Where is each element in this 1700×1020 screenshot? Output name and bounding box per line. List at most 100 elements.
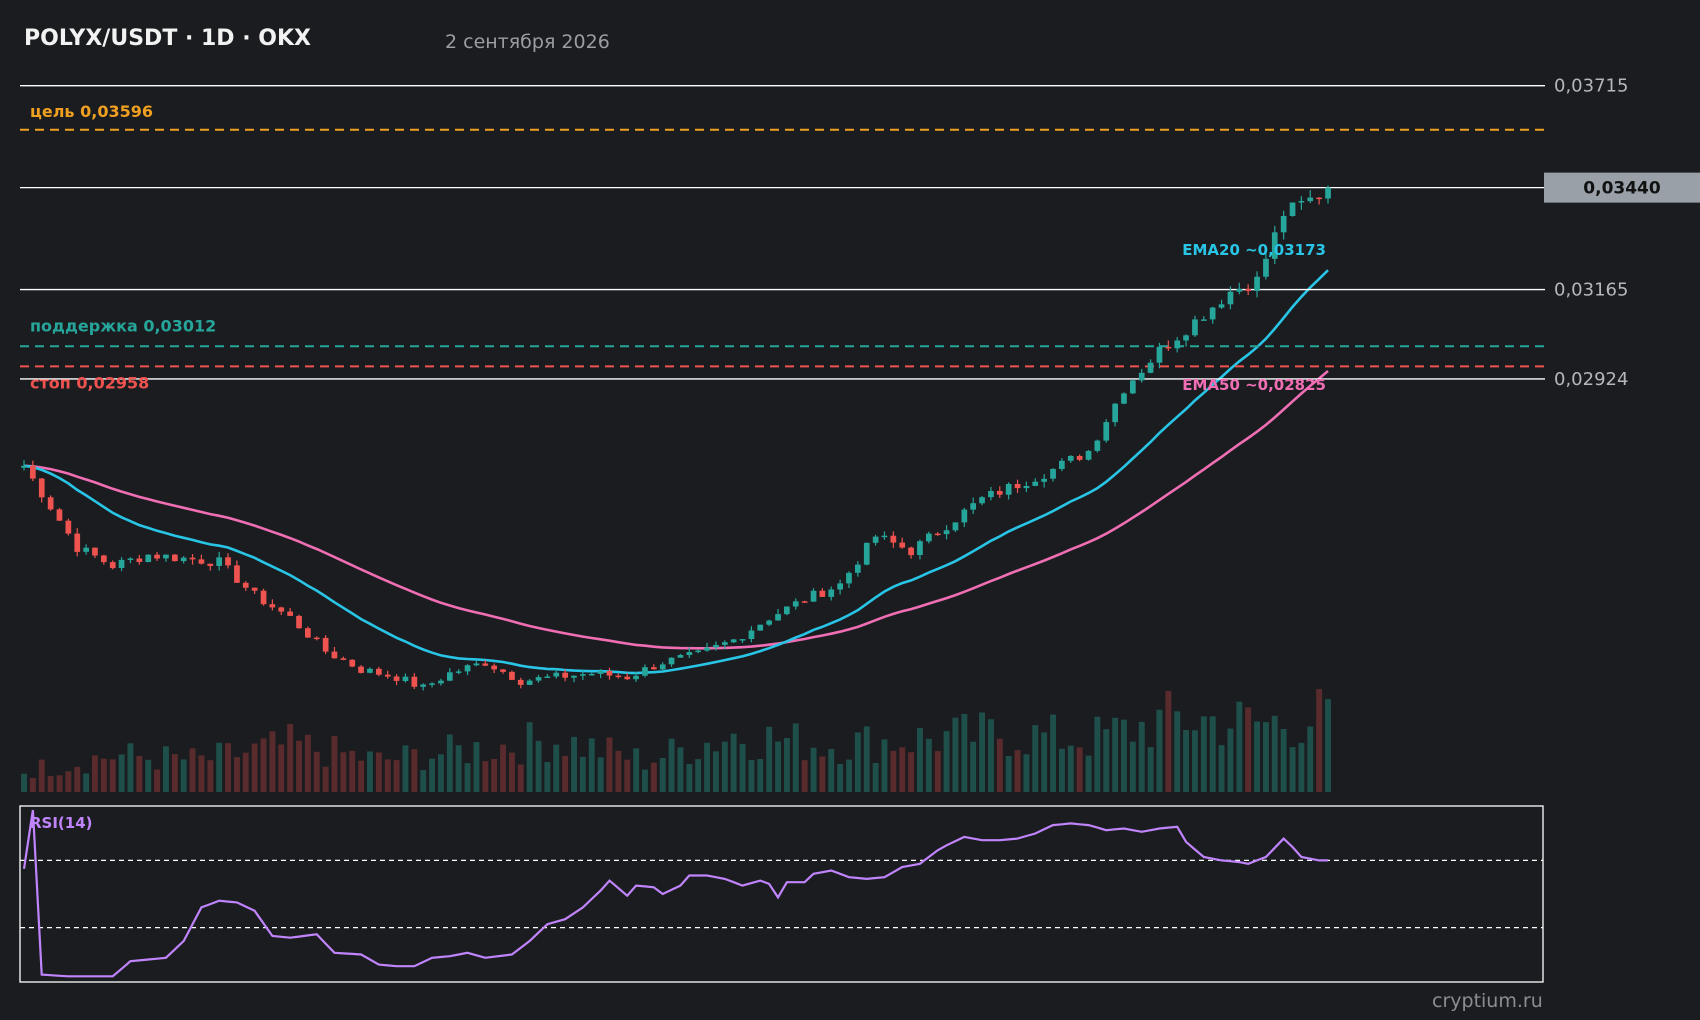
- candle: [402, 673, 409, 683]
- candle: [1103, 419, 1110, 443]
- volume-bar: [535, 740, 542, 792]
- volume-bar: [234, 757, 240, 792]
- candle-body: [101, 555, 107, 563]
- volume-bar: [917, 727, 923, 792]
- rsi-frame: [19, 805, 1544, 983]
- candle-body: [1147, 362, 1154, 373]
- candle: [686, 647, 693, 659]
- candle: [225, 553, 231, 569]
- candle-body: [1059, 460, 1065, 469]
- volume-bar: [908, 752, 914, 792]
- candle-body: [704, 647, 710, 651]
- volume-bar: [56, 775, 63, 792]
- volume-bar: [739, 743, 746, 792]
- candle-body: [1254, 276, 1260, 291]
- candle-body: [189, 557, 196, 560]
- candle: [1130, 379, 1136, 395]
- candle-body: [988, 491, 994, 498]
- volume-bar: [1218, 745, 1225, 792]
- volume-bar: [1138, 721, 1145, 792]
- volume-bar: [1023, 754, 1030, 792]
- volume-bar: [65, 771, 72, 792]
- volume-bar: [988, 719, 994, 792]
- volume-bar: [331, 735, 338, 792]
- volume-bar: [792, 723, 799, 792]
- volume-bar: [242, 752, 249, 792]
- candle-body: [1245, 288, 1251, 291]
- candle: [83, 544, 89, 555]
- candle: [473, 660, 480, 667]
- candle: [1041, 474, 1047, 488]
- volume-bar: [260, 738, 267, 792]
- candle-body: [482, 663, 489, 666]
- candle-body: [411, 676, 418, 687]
- candle: [1236, 282, 1243, 295]
- candle-body: [1005, 484, 1012, 495]
- candle-body: [118, 559, 125, 568]
- candle: [1076, 454, 1083, 462]
- rsi-label: RSI(14): [30, 814, 93, 832]
- ema20-polyline: [23, 269, 1329, 675]
- candle: [145, 554, 152, 563]
- candle: [1005, 482, 1012, 500]
- volume-bar: [225, 743, 231, 792]
- candle: [1121, 392, 1127, 405]
- candle-body: [1218, 304, 1225, 308]
- candle: [393, 674, 400, 686]
- candle-body: [677, 655, 684, 658]
- volume-bar: [127, 743, 134, 792]
- price-tick-label: 0,02924: [1554, 369, 1628, 390]
- candle-body: [1138, 372, 1145, 381]
- candle-body: [56, 509, 63, 521]
- price-levels: [20, 85, 1545, 380]
- candle: [766, 619, 772, 627]
- candle: [624, 672, 631, 681]
- candle-body: [961, 509, 968, 523]
- candle: [287, 607, 293, 616]
- candle: [207, 563, 214, 571]
- candle-body: [367, 668, 373, 673]
- volume-bar: [526, 722, 533, 792]
- volume-bar: [47, 775, 54, 792]
- candle-body: [730, 639, 737, 643]
- volume-bar: [29, 778, 36, 792]
- candle: [881, 531, 888, 540]
- volume-bar: [571, 736, 577, 792]
- volume-bar: [943, 731, 950, 792]
- candle-body: [801, 601, 808, 603]
- candle: [269, 599, 276, 611]
- candle-body: [447, 672, 453, 681]
- candle: [1059, 458, 1065, 472]
- volume-bar: [677, 747, 684, 792]
- candle: [251, 587, 258, 594]
- candle: [172, 554, 178, 562]
- candle-body: [313, 637, 320, 640]
- candle: [677, 653, 684, 658]
- volume-bar: [1280, 729, 1287, 792]
- volume-bar: [704, 742, 710, 792]
- candle-body: [322, 637, 329, 652]
- candle: [615, 673, 622, 679]
- ema50-line: [23, 370, 1329, 650]
- candle: [784, 606, 790, 616]
- candle-body: [1103, 422, 1110, 441]
- candle-body: [216, 557, 222, 566]
- candle-body: [1209, 307, 1216, 320]
- candle: [775, 609, 781, 621]
- candle-body: [340, 658, 347, 660]
- ema50-label: EMA50 ~0,02825: [1182, 376, 1326, 394]
- volume-bar: [1085, 755, 1092, 792]
- volume-bar: [1147, 747, 1154, 792]
- candle-body: [615, 675, 622, 678]
- volume-bar: [402, 745, 409, 792]
- volume-bar: [1050, 714, 1056, 792]
- volume-bar: [287, 723, 294, 792]
- watermark: cryptium.ru: [1432, 990, 1543, 1012]
- rsi-panel: RSI(14): [19, 805, 1544, 983]
- candle-body: [207, 563, 214, 566]
- candle: [739, 639, 746, 644]
- volume-bar: [322, 766, 329, 792]
- volume-bar: [615, 750, 622, 792]
- volume-bar: [154, 769, 160, 792]
